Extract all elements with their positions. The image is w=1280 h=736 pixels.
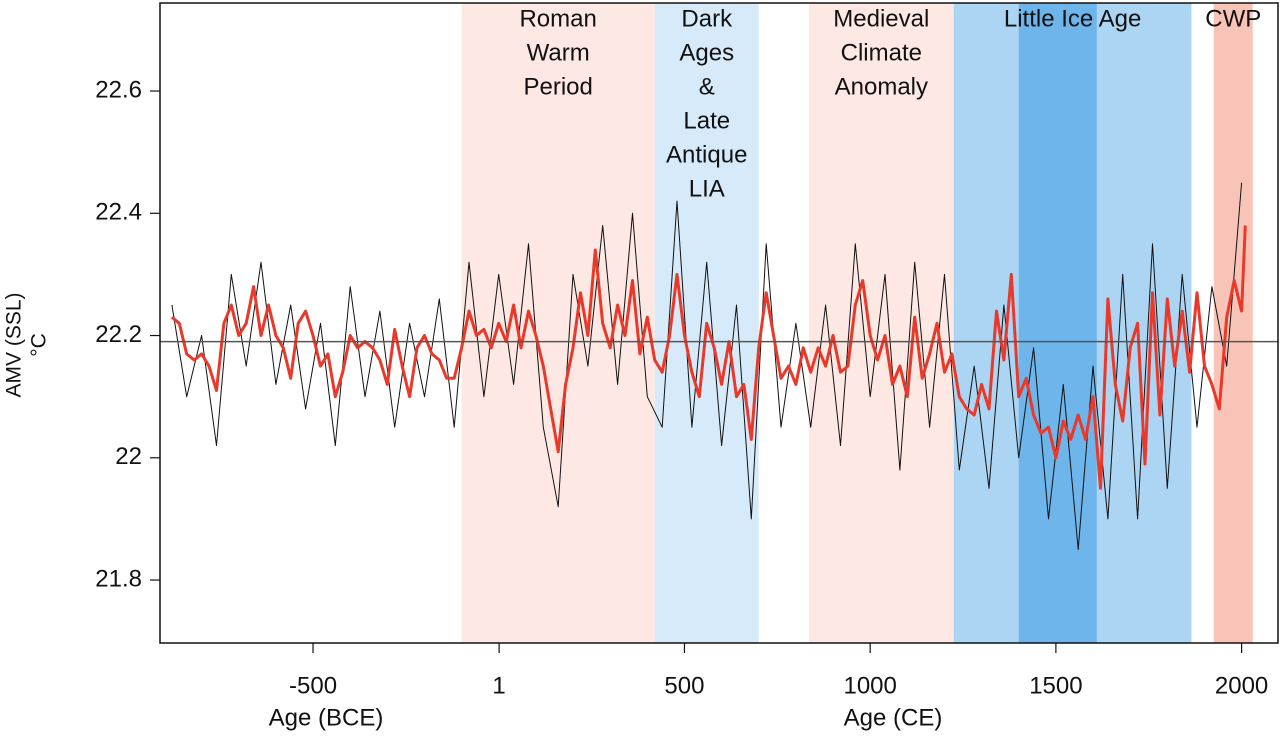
x-axis-title: Age (BCE) xyxy=(269,704,384,731)
x-tick-label: 2000 xyxy=(1215,672,1268,699)
y-tick-label: 22 xyxy=(115,443,142,470)
period-label: Medieval xyxy=(833,5,929,32)
x-axis-title: Age (CE) xyxy=(844,704,943,731)
period-label: Period xyxy=(523,73,592,100)
period-label: Little Ice Age xyxy=(1004,5,1141,32)
period-band xyxy=(1018,3,1097,643)
x-tick-label: 500 xyxy=(664,672,704,699)
y-tick-label: 22.2 xyxy=(95,321,142,348)
x-tick-label: -500 xyxy=(289,672,337,699)
y-tick-label: 22.6 xyxy=(95,76,142,103)
period-label: Roman xyxy=(519,5,596,32)
period-label: Late xyxy=(683,107,730,134)
y-tick-label: 22.4 xyxy=(95,199,142,226)
period-band xyxy=(808,3,954,643)
period-label: Antique xyxy=(666,141,747,168)
period-label: Ages xyxy=(679,39,734,66)
plot-frame xyxy=(159,2,1279,644)
period-bands xyxy=(461,3,1253,643)
period-label: Dark xyxy=(681,5,733,32)
y-axis-title: °C xyxy=(28,333,51,357)
x-tick-label: 1 xyxy=(492,672,505,699)
period-label: Climate xyxy=(841,39,922,66)
data-lines xyxy=(160,182,1278,550)
period-band xyxy=(1213,3,1253,643)
period-label: CWP xyxy=(1205,5,1261,32)
period-label: & xyxy=(699,73,715,100)
x-tick-label: 1000 xyxy=(843,672,896,699)
period-label: Warm xyxy=(527,39,590,66)
data-line xyxy=(171,182,1243,550)
x-tick-label: 1500 xyxy=(1029,672,1082,699)
data-line xyxy=(170,225,1247,490)
y-axis-title: AMV (SSL) xyxy=(3,292,26,397)
period-label: Anomaly xyxy=(835,73,928,100)
period-label: LIA xyxy=(689,175,725,202)
y-tick-label: 21.8 xyxy=(95,565,142,592)
